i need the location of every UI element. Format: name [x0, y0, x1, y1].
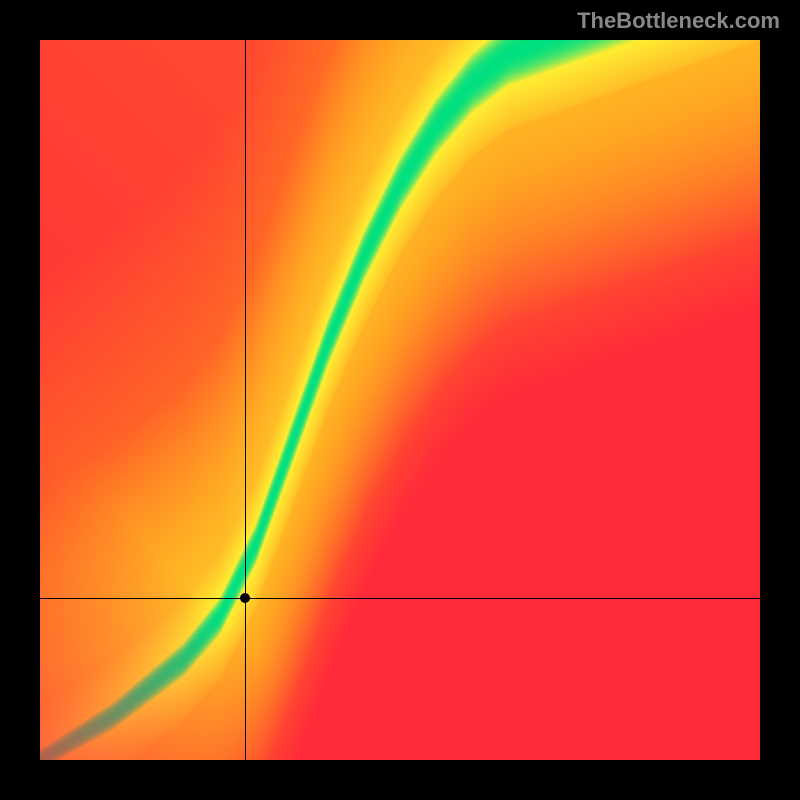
crosshair-vertical [245, 40, 246, 760]
watermark-text: TheBottleneck.com [577, 8, 780, 34]
marker-dot [240, 593, 250, 603]
plot-area [40, 40, 760, 760]
crosshair-horizontal [40, 598, 760, 599]
heatmap-canvas [40, 40, 760, 760]
